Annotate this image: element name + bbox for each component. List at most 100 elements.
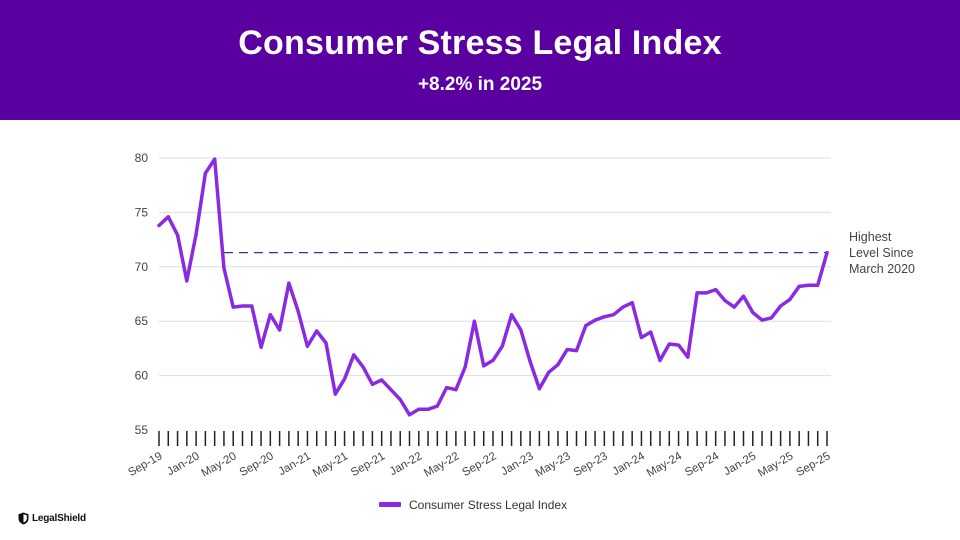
reference-line-annotation: Highest Level Since March 2020	[849, 229, 915, 277]
y-tick-label-75: 75	[135, 205, 149, 219]
data-point-Nov-22	[510, 313, 514, 317]
x-tick-label-Jan-24: Jan-24	[610, 450, 647, 478]
y-tick-label-65: 65	[135, 314, 149, 328]
data-point-Aug-20	[259, 345, 263, 349]
data-point-Feb-21	[315, 329, 319, 333]
data-point-May-21	[343, 377, 347, 381]
gridlines	[159, 157, 831, 377]
data-point-Sep-24	[714, 288, 718, 292]
data-point-Apr-23	[556, 363, 560, 367]
data-point-Feb-20	[203, 171, 207, 175]
x-tick-label-May-24: May-24	[645, 450, 685, 480]
data-point-Aug-23	[593, 318, 597, 322]
data-point-May-23	[565, 347, 569, 352]
x-tick-label-May-25: May-25	[756, 450, 795, 480]
y-tick-label-60: 60	[135, 369, 149, 383]
data-point-Dec-19	[185, 279, 189, 283]
page-title: Consumer Stress Legal Index	[238, 24, 722, 62]
x-tick-label-Jan-23: Jan-23	[499, 450, 535, 478]
data-point-Apr-20	[222, 266, 226, 270]
x-tick-label-Sep-23: Sep-23	[572, 450, 610, 479]
data-point-Sep-21	[380, 378, 384, 382]
data-point-Nov-21	[398, 397, 402, 402]
data-point-Apr-24	[667, 342, 671, 346]
data-point-Sep-22	[491, 358, 495, 362]
data-point-Feb-25	[760, 318, 764, 322]
data-point-Nov-19	[176, 233, 180, 237]
x-tick-label-Sep-25: Sep-25	[794, 450, 832, 479]
data-point-Apr-25	[779, 304, 783, 308]
data-point-Oct-20	[278, 328, 282, 332]
data-point-May-25	[788, 297, 792, 301]
data-point-Nov-20	[287, 281, 291, 285]
data-point-Jun-21	[352, 353, 356, 357]
y-axis-labels: 55 60 65 70 75 80	[135, 151, 149, 437]
series-line-consumer-stress	[157, 157, 829, 417]
data-point-Jan-20	[194, 232, 198, 236]
data-point-Jul-20	[250, 304, 254, 308]
data-point-Oct-21	[389, 388, 393, 392]
data-point-Jul-21	[361, 365, 365, 369]
data-point-Sep-19	[157, 223, 161, 228]
data-point-Feb-23	[537, 387, 542, 391]
x-tick-label-May-23: May-23	[534, 450, 573, 480]
x-tick-label-Sep-19: Sep-19	[126, 450, 164, 479]
x-tick-label-May-21: May-21	[311, 450, 350, 480]
data-point-Aug-22	[482, 364, 486, 368]
data-point-May-22	[454, 388, 458, 392]
data-point-Feb-22	[426, 407, 430, 411]
data-point-Feb-24	[649, 330, 653, 334]
data-point-Oct-22	[500, 344, 504, 348]
x-tick-label-Sep-24: Sep-24	[683, 450, 722, 479]
data-point-Nov-23	[621, 305, 625, 309]
data-point-Dec-24	[741, 294, 746, 298]
x-tick-label-Sep-20: Sep-20	[238, 450, 276, 479]
data-point-Mar-24	[658, 358, 662, 362]
x-tick-label-May-22: May-22	[422, 450, 461, 480]
data-point-Jul-22	[472, 319, 476, 323]
data-point-Jun-25	[797, 284, 801, 288]
data-point-Jan-21	[305, 344, 309, 348]
y-tick-label-70: 70	[135, 260, 149, 274]
data-points	[157, 157, 829, 417]
data-point-May-20	[231, 305, 235, 309]
annotation-line-3: March 2020	[849, 262, 916, 276]
x-tick-label-Jan-22: Jan-22	[388, 450, 424, 478]
data-point-Apr-22	[445, 386, 449, 390]
data-point-Jan-22	[417, 407, 421, 411]
data-point-Apr-21	[333, 392, 337, 396]
data-point-Jul-25	[806, 283, 811, 287]
data-point-Jul-23	[584, 324, 588, 328]
data-point-Aug-24	[704, 291, 709, 295]
data-point-Mar-23	[547, 370, 551, 374]
data-point-Dec-20	[296, 309, 300, 313]
data-point-Mar-20	[213, 157, 217, 161]
legend: Consumer Stress Legal Index	[379, 498, 567, 512]
header-banner: Consumer Stress Legal Index +8.2% in 202…	[0, 0, 960, 120]
data-point-Oct-19	[166, 215, 170, 219]
data-point-Jan-24	[639, 335, 644, 340]
page-subtitle: +8.2% in 2025	[417, 74, 543, 95]
data-point-May-24	[677, 343, 681, 347]
y-tick-label-55: 55	[135, 423, 149, 437]
data-point-Oct-24	[723, 298, 727, 303]
x-tick-label-May-20: May-20	[200, 450, 239, 480]
data-point-Aug-21	[370, 382, 374, 386]
x-tick-label-Jan-20: Jan-20	[165, 450, 201, 478]
data-point-Jun-20	[240, 304, 245, 308]
logo-text: LegalShield	[32, 513, 86, 524]
x-tick-label-Sep-21: Sep-21	[349, 450, 387, 479]
x-tick-label-Sep-22: Sep-22	[460, 450, 498, 479]
data-point-Jun-22	[463, 365, 467, 369]
data-point-Aug-25	[816, 283, 820, 287]
data-point-Mar-25	[769, 316, 773, 320]
data-point-Sep-23	[602, 315, 606, 319]
y-tick-label-80: 80	[135, 151, 149, 165]
x-tick-label-Jan-25: Jan-25	[722, 450, 758, 478]
data-point-Dec-23	[630, 301, 634, 305]
annotation-line-2: Level Since	[849, 246, 914, 260]
legend-swatch	[379, 502, 401, 507]
data-point-Jun-23	[574, 349, 579, 353]
